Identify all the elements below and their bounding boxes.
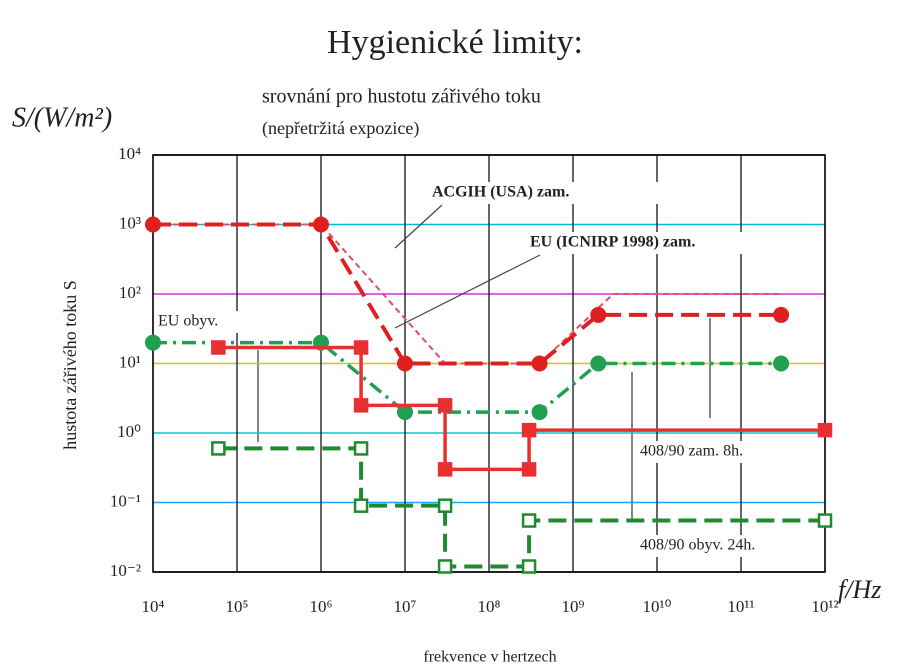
series-label: EU obyv. (158, 313, 218, 330)
pointer (394, 204, 443, 249)
y-unit-label: S/(W/m²) (12, 102, 112, 133)
subtitle: (nepřetržitá expozice) (262, 118, 419, 139)
marker (521, 462, 537, 477)
series-label: EU (ICNIRP 1998) zam. (530, 234, 695, 251)
marker (353, 441, 369, 456)
marker (521, 513, 537, 528)
x-tick-label: 10¹² (811, 597, 838, 616)
x-tick-label: 10⁶ (310, 597, 333, 616)
series-label: ACGIH (USA) zam. (432, 184, 569, 201)
y-tick-label: 10⁰ (117, 422, 141, 441)
marker (817, 513, 833, 528)
y-tick-label: 10⁴ (118, 144, 141, 163)
marker (353, 398, 369, 413)
decor-arrows (257, 318, 711, 520)
marker (353, 498, 369, 513)
x-tick-label: 10¹⁰ (643, 597, 672, 616)
label-bg (155, 311, 245, 333)
marker (521, 559, 537, 574)
y-tick-label: 10⁻² (110, 561, 141, 580)
marker (773, 355, 790, 372)
y-tick-label: 10⁻¹ (110, 491, 141, 510)
marker (353, 340, 369, 355)
label-bg (637, 441, 817, 463)
chart-title: Hygienické limity: (327, 24, 583, 61)
marker (531, 355, 548, 372)
y-tick-label: 10² (119, 283, 141, 302)
x-tick-label: 10¹¹ (727, 597, 754, 616)
marker (590, 306, 607, 323)
y-tick-label: 10³ (119, 213, 141, 232)
marker (817, 422, 833, 438)
marker (211, 340, 226, 355)
x-tick-label: 10⁹ (562, 597, 585, 616)
x-tick-label: 10⁷ (394, 597, 417, 616)
marker (313, 216, 329, 233)
label-bg (637, 535, 817, 557)
x-unit-label: f/Hz (838, 575, 881, 604)
plot-frame (152, 154, 826, 573)
series-label: 408/90 obyv. 24h. (640, 537, 755, 554)
y-tick-label: 10¹ (119, 352, 141, 371)
marker (521, 422, 537, 438)
series-label: 408/90 zam. 8h. (640, 443, 743, 460)
marker (437, 462, 453, 477)
marker (437, 498, 453, 513)
pointer (394, 254, 541, 329)
label-bg (429, 182, 659, 204)
x-tick-label: 10⁸ (478, 597, 501, 616)
marker (437, 559, 453, 574)
label-bg (527, 232, 757, 254)
x-axis-label: frekvence v hertzech (423, 649, 556, 666)
x-tick-label: 10⁵ (226, 597, 249, 616)
marker (531, 404, 548, 421)
y-axis-label: hustota zářivého toku S (60, 280, 80, 449)
x-tick-label: 10⁴ (142, 597, 165, 616)
marker (145, 334, 161, 351)
marker (145, 216, 161, 233)
marker (590, 355, 607, 372)
marker (773, 306, 790, 323)
marker (397, 404, 413, 421)
marker (211, 441, 226, 456)
series-line (153, 222, 782, 366)
series-line (218, 446, 825, 569)
subtitle: srovnání pro hustotu zářivého toku (262, 86, 541, 108)
marker (437, 398, 453, 413)
marker (397, 355, 413, 372)
